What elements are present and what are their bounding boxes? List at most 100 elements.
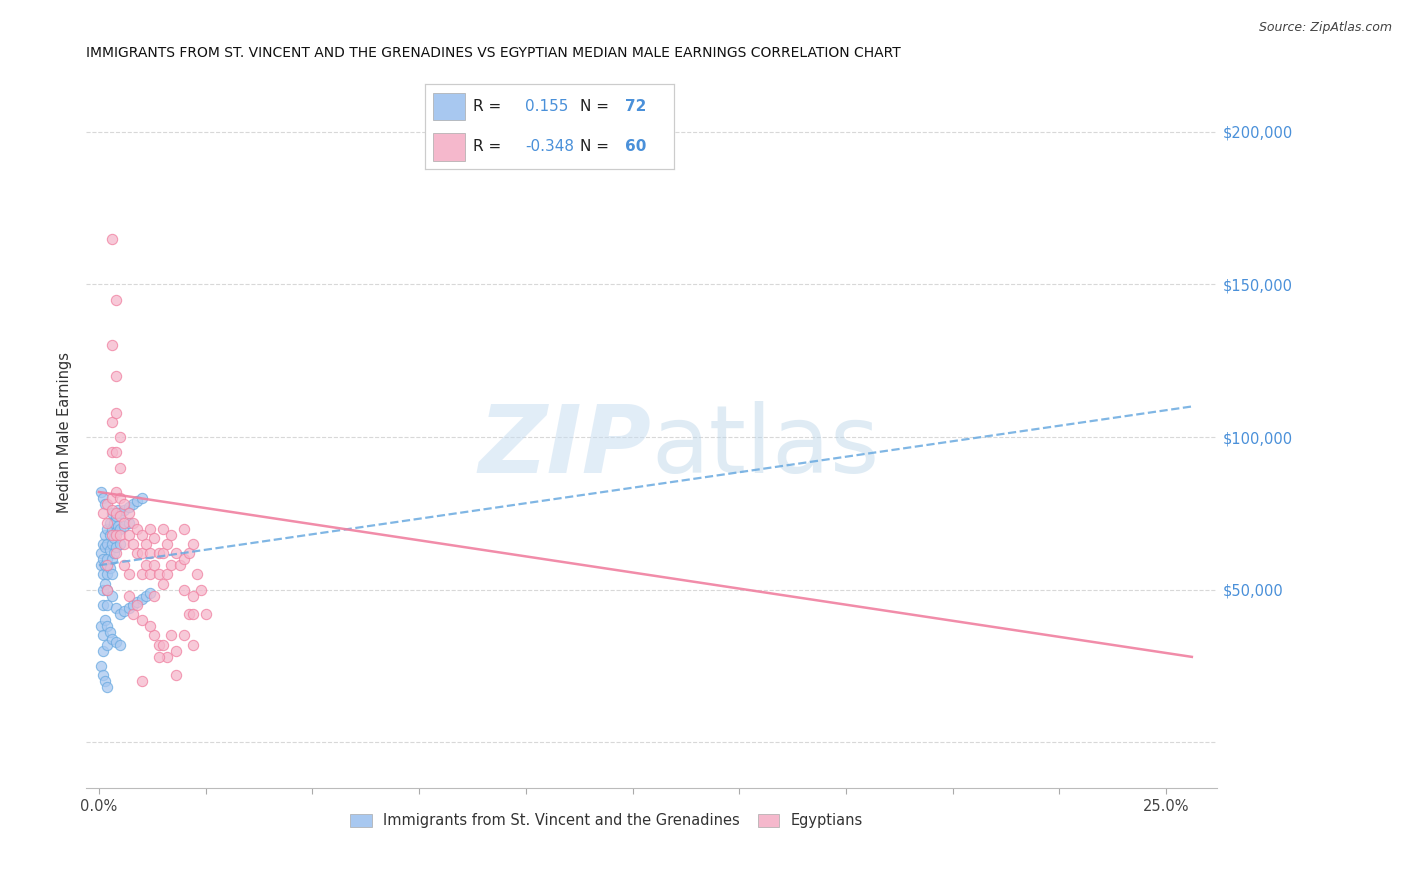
Point (127, 546, 149, 560)
Point (122, 497, 145, 511)
Point (127, 595, 149, 609)
Point (110, 638, 132, 652)
Point (152, 638, 174, 652)
Point (96, 582, 118, 597)
Point (110, 460, 132, 475)
Point (100, 632, 122, 646)
Point (181, 537, 204, 551)
Point (98, 516, 121, 530)
Point (100, 537, 122, 551)
Point (139, 586, 162, 600)
Point (139, 619, 162, 633)
Point (100, 589, 122, 603)
Point (100, 506, 122, 520)
Point (96, 497, 118, 511)
Point (104, 540, 127, 554)
Point (181, 589, 204, 603)
Point (122, 598, 145, 612)
Point (103, 531, 125, 545)
Point (135, 537, 157, 551)
Point (96, 567, 118, 582)
Point (94, 527, 117, 541)
Point (152, 546, 174, 560)
Point (152, 576, 174, 591)
Point (104, 445, 127, 459)
Text: Source: ZipAtlas.com: Source: ZipAtlas.com (1258, 21, 1392, 34)
Point (114, 516, 136, 530)
Point (127, 522, 149, 536)
Point (96, 582, 118, 597)
Point (110, 506, 132, 520)
Point (94, 497, 117, 511)
Point (91, 491, 114, 505)
Point (135, 558, 157, 573)
Point (118, 506, 141, 520)
Point (139, 567, 162, 582)
Point (90, 659, 112, 673)
Point (90, 558, 112, 573)
Point (104, 546, 127, 560)
Point (127, 598, 149, 612)
Point (104, 485, 127, 500)
Point (98, 625, 121, 640)
Point (104, 509, 127, 524)
Point (104, 368, 127, 383)
Text: IMMIGRANTS FROM ST. VINCENT AND THE GRENADINES VS EGYPTIAN MEDIAN MALE EARNINGS : IMMIGRANTS FROM ST. VINCENT AND THE GREN… (86, 46, 901, 61)
Point (181, 638, 204, 652)
Point (131, 567, 153, 582)
Point (131, 491, 153, 505)
Point (91, 628, 114, 642)
Point (186, 567, 208, 582)
Point (131, 527, 153, 541)
Point (131, 613, 153, 627)
Point (114, 497, 136, 511)
Point (100, 503, 122, 517)
Point (110, 527, 132, 541)
Point (114, 537, 136, 551)
Point (173, 522, 195, 536)
Point (107, 518, 129, 533)
Point (190, 582, 212, 597)
Point (131, 674, 153, 689)
Point (110, 430, 132, 444)
Point (110, 522, 132, 536)
Point (94, 558, 117, 573)
Point (139, 522, 162, 536)
Point (177, 546, 200, 560)
Point (143, 531, 166, 545)
Point (143, 628, 166, 642)
Point (104, 506, 127, 520)
Point (148, 649, 170, 664)
Point (91, 644, 114, 658)
Point (173, 628, 195, 642)
Point (143, 589, 166, 603)
Point (114, 558, 136, 573)
Point (122, 516, 145, 530)
Point (104, 524, 127, 539)
Point (90, 485, 112, 500)
Point (100, 527, 122, 541)
Point (91, 552, 114, 566)
Point (160, 628, 183, 642)
Point (94, 613, 117, 627)
Point (118, 527, 141, 541)
Point (118, 500, 141, 515)
Point (156, 649, 179, 664)
Point (143, 558, 166, 573)
Point (177, 607, 200, 621)
Point (91, 582, 114, 597)
Point (114, 518, 136, 533)
Point (156, 567, 179, 582)
Point (94, 540, 117, 554)
Point (110, 537, 132, 551)
Point (122, 607, 145, 621)
Point (98, 527, 121, 541)
Point (91, 668, 114, 682)
Text: atlas: atlas (652, 401, 880, 492)
Point (104, 406, 127, 420)
Point (100, 231, 122, 245)
Point (148, 638, 170, 652)
Point (100, 491, 122, 505)
Point (103, 516, 125, 530)
Point (90, 619, 112, 633)
